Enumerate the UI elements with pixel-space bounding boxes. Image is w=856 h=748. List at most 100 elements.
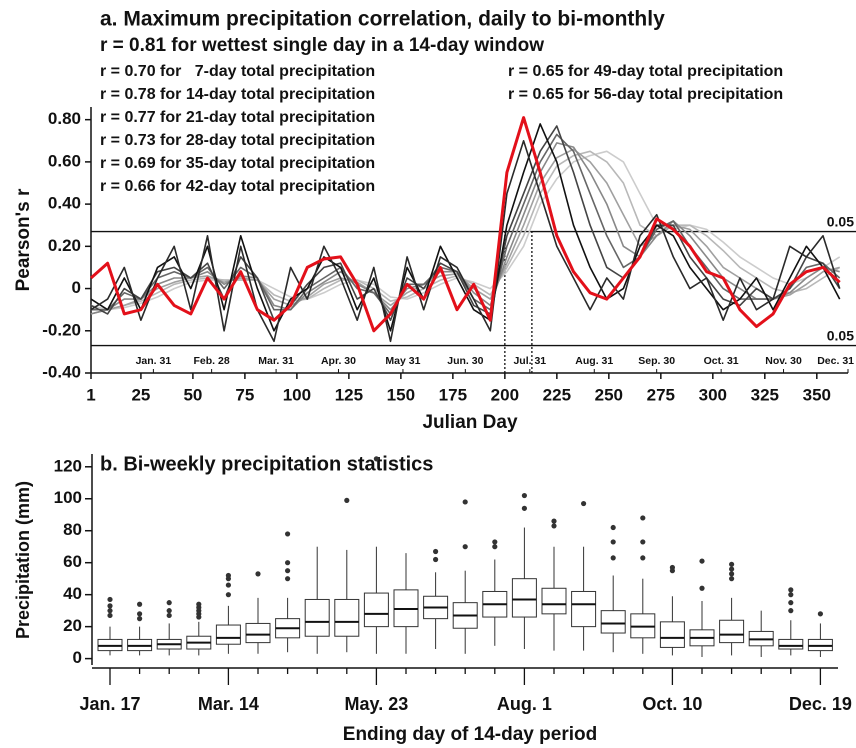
outlier bbox=[729, 576, 735, 582]
outlier bbox=[166, 612, 172, 619]
outlier bbox=[285, 568, 291, 574]
month-label: Jul. 31 bbox=[513, 355, 546, 367]
box bbox=[541, 587, 567, 615]
outlier bbox=[788, 587, 794, 593]
x-tick-label: 1 bbox=[86, 385, 95, 404]
significance-label: 0.05 bbox=[827, 213, 854, 229]
x-tick-label: Aug. 1 bbox=[497, 694, 552, 714]
x-tick-label: Jan. 17 bbox=[79, 694, 140, 714]
x-tick-label: 275 bbox=[647, 385, 675, 404]
month-label: Jan. 31 bbox=[136, 355, 172, 367]
box-group bbox=[689, 558, 715, 658]
outlier bbox=[285, 560, 291, 566]
x-tick-label: 75 bbox=[235, 385, 254, 404]
outlier bbox=[610, 555, 616, 561]
outlier bbox=[640, 555, 646, 561]
outlier bbox=[669, 564, 676, 571]
box-group bbox=[807, 611, 833, 658]
box bbox=[363, 592, 389, 628]
x-tick-label: 250 bbox=[595, 385, 623, 404]
legend-entry: r = 0.77 for 21-day total precipitation bbox=[100, 109, 375, 126]
outlier bbox=[285, 531, 291, 537]
outlier bbox=[166, 600, 172, 606]
y-tick-label: -0.20 bbox=[42, 320, 81, 339]
outlier bbox=[225, 572, 231, 579]
outlier bbox=[225, 582, 231, 588]
outlier bbox=[492, 544, 498, 550]
box-group bbox=[275, 531, 301, 653]
box-group bbox=[659, 564, 685, 656]
outlier bbox=[137, 601, 143, 607]
legend-entry: r = 0.65 for 49-day total precipitation bbox=[508, 63, 783, 80]
y-axis-label: Precipitation (mm) bbox=[13, 481, 33, 639]
outlier bbox=[433, 548, 439, 555]
outlier bbox=[137, 616, 143, 622]
outlier bbox=[492, 539, 498, 545]
box-group bbox=[541, 518, 567, 651]
outlier bbox=[610, 539, 616, 545]
box-group bbox=[304, 546, 330, 654]
y-tick-label: 0.20 bbox=[48, 236, 81, 255]
box-group bbox=[97, 596, 123, 656]
box bbox=[245, 622, 271, 644]
x-tick-label: 25 bbox=[131, 385, 150, 404]
series-line bbox=[90, 116, 841, 333]
box-group bbox=[719, 561, 745, 656]
x-tick-label: Dec. 19 bbox=[789, 694, 852, 714]
outlier bbox=[107, 603, 113, 609]
month-label: Sep. 30 bbox=[638, 355, 675, 367]
y-tick-label: 20 bbox=[63, 616, 82, 635]
outlier bbox=[344, 497, 350, 503]
box bbox=[215, 624, 241, 645]
box-group bbox=[452, 499, 478, 654]
box bbox=[659, 621, 685, 648]
x-tick-label: 125 bbox=[335, 385, 363, 404]
x-tick-label: 325 bbox=[751, 385, 779, 404]
outlier bbox=[581, 500, 587, 507]
month-label: Mar. 31 bbox=[258, 355, 294, 367]
outlier bbox=[788, 608, 794, 614]
y-axis-label: Pearson's r bbox=[13, 188, 34, 291]
y-tick-label: 0.60 bbox=[48, 151, 81, 170]
box-group bbox=[511, 492, 537, 650]
legend-entry: r = 0.66 for 42-day total precipitation bbox=[100, 178, 375, 195]
box-group bbox=[186, 601, 212, 656]
box bbox=[334, 598, 360, 637]
box-group bbox=[630, 515, 656, 654]
outlier bbox=[551, 523, 557, 529]
y-tick-label: 60 bbox=[63, 552, 82, 571]
box bbox=[600, 610, 626, 634]
y-tick-label: 0.40 bbox=[48, 194, 81, 213]
box-group bbox=[423, 548, 449, 650]
x-tick-label: 350 bbox=[803, 385, 831, 404]
y-tick-label: 80 bbox=[63, 520, 82, 539]
outlier bbox=[196, 601, 202, 607]
box-group bbox=[482, 539, 508, 646]
outlier bbox=[788, 592, 794, 598]
legend-entry: r = 0.78 for 14-day total precipitation bbox=[100, 86, 375, 103]
x-tick-label: 150 bbox=[387, 385, 415, 404]
y-tick-label: 40 bbox=[63, 584, 82, 603]
month-label: Oct. 31 bbox=[704, 355, 739, 367]
panel-b-title: b. Bi-weekly precipitation statistics bbox=[100, 453, 433, 475]
box-group bbox=[600, 524, 626, 653]
y-tick-label: 120 bbox=[54, 456, 82, 475]
legend-entry: r = 0.65 for 56-day total precipitation bbox=[508, 86, 783, 103]
outlier bbox=[521, 492, 528, 499]
box bbox=[778, 638, 804, 650]
x-tick-label: 225 bbox=[543, 385, 571, 404]
legend-entry: r = 0.73 for 28-day total precipitation bbox=[100, 132, 375, 149]
x-tick-label: 200 bbox=[491, 385, 519, 404]
outlier bbox=[610, 524, 616, 531]
x-axis-label: Ending day of 14-day period bbox=[343, 724, 597, 745]
panel-a-title: a. Maximum precipitation correlation, da… bbox=[100, 8, 665, 31]
outlier bbox=[551, 518, 557, 524]
outlier bbox=[729, 566, 735, 572]
outlier bbox=[640, 515, 646, 521]
outlier bbox=[255, 571, 261, 577]
box-group bbox=[748, 610, 774, 658]
outlier bbox=[729, 571, 735, 577]
box-group bbox=[215, 572, 241, 654]
x-axis-label: Julian Day bbox=[422, 412, 517, 433]
month-label: Feb. 28 bbox=[194, 355, 230, 367]
